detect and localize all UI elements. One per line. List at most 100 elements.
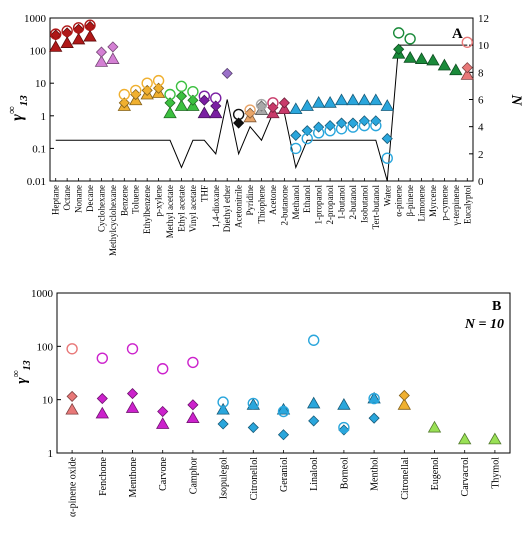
diamond-point xyxy=(126,388,139,400)
category-label: Geraniol xyxy=(279,457,290,492)
category-label: Decane xyxy=(85,185,95,212)
category-label: Cyclohexane xyxy=(96,185,106,232)
category-label: Methylcyclohexane xyxy=(108,185,118,256)
category-label: Pyridine xyxy=(245,185,255,216)
circle-point xyxy=(255,98,268,111)
category-label: Citronellal xyxy=(400,457,411,500)
triangle-point xyxy=(209,106,223,119)
triangle-point xyxy=(334,93,349,106)
circle-point xyxy=(338,421,350,434)
diamond-point xyxy=(187,94,199,106)
category-label: Methanol xyxy=(291,185,301,220)
marks-b xyxy=(65,334,502,445)
triangle-point xyxy=(414,52,429,64)
panel-label-a: A xyxy=(452,26,463,42)
diamond-point xyxy=(118,97,130,109)
triangle-point xyxy=(163,106,177,119)
x-axis-b: α-pinene oxide Fenchone Menthone Carvone Cam… xyxy=(68,450,501,517)
category-label: Borneol xyxy=(339,457,350,489)
triangle-point xyxy=(437,58,452,71)
category-label: Linalool xyxy=(309,457,320,491)
panel-b: 1 10 100 1000 α-pinene oxide Fenchone Menthon… xyxy=(11,288,511,517)
diamond-point xyxy=(393,43,405,55)
category-label: Acetonitrile xyxy=(234,185,244,228)
category-label: Ethanol xyxy=(302,185,312,213)
y2-tick-label: 8 xyxy=(478,67,484,79)
y-axis-label-a-main: γ xyxy=(9,114,26,121)
triangle-point xyxy=(397,398,411,410)
category-label: Carvacrol xyxy=(460,457,471,497)
diamond-point xyxy=(247,421,259,434)
circle-point xyxy=(347,121,359,133)
circle-point xyxy=(290,142,302,155)
triangle-point xyxy=(277,102,292,115)
circle-point xyxy=(247,397,260,410)
diamond-point xyxy=(50,29,62,41)
circle-point xyxy=(308,334,320,346)
y2-tick-label: 0 xyxy=(478,176,484,188)
circle-point xyxy=(277,405,290,418)
category-label: Heptane xyxy=(51,185,61,215)
circle-point xyxy=(164,88,176,101)
circle-point xyxy=(141,77,153,89)
triangle-point xyxy=(427,420,442,433)
circle-point xyxy=(50,28,62,40)
triangle-point xyxy=(49,40,63,52)
category-label: Nonane xyxy=(74,185,84,213)
triangle-point xyxy=(403,51,417,63)
triangle-point xyxy=(71,32,86,45)
triangle-point xyxy=(106,52,120,64)
triangle-point xyxy=(488,432,502,445)
y2-axis-label-a: N xyxy=(508,94,523,107)
category-label: Limonene xyxy=(417,185,427,222)
diamond-point xyxy=(278,97,290,109)
diamond-point xyxy=(461,62,473,74)
diamond-point xyxy=(308,415,320,427)
triangle-point xyxy=(323,96,337,108)
triangle-point xyxy=(276,402,291,415)
y-axis-b: 1 10 100 1000 xyxy=(31,288,61,460)
diamond-point xyxy=(95,46,108,58)
triangle-point xyxy=(289,102,303,115)
category-label: Carvone xyxy=(158,456,169,490)
circle-point xyxy=(61,25,73,37)
triangle-point xyxy=(311,96,326,108)
category-label: Fenchone xyxy=(98,456,109,495)
category-label: 2-propanol xyxy=(325,185,335,225)
y-tick-label: 0.01 xyxy=(27,176,46,188)
triangle-point xyxy=(458,432,472,445)
diamond-point xyxy=(301,125,313,137)
panel-label-b: B xyxy=(492,299,501,314)
category-label: Methyl acetate xyxy=(165,185,175,238)
y-axis-label-b-main: γ xyxy=(14,377,30,384)
triangle-point xyxy=(307,396,321,409)
category-label: 2-butanol xyxy=(348,185,358,220)
circle-point xyxy=(217,396,229,408)
panel-a: 0.01 0.1 1 10 100 1000 0 2 4 6 8 10 12 Heptane Octan… xyxy=(6,13,523,256)
y-axis-label-a-sub: 13 xyxy=(18,95,30,107)
triangle-point xyxy=(369,93,383,106)
diamond-point xyxy=(381,133,393,145)
triangle-point xyxy=(380,99,394,111)
diamond-point xyxy=(221,67,233,79)
y-axis-label-a: γ∞13 xyxy=(6,95,30,121)
category-label: γ-terpinene xyxy=(451,185,461,226)
circle-point xyxy=(118,88,131,101)
diamond-point xyxy=(244,107,256,119)
diamond-point xyxy=(130,88,142,101)
category-label: β-pinene xyxy=(405,185,415,217)
triangle-point xyxy=(460,68,474,80)
category-label: THF xyxy=(199,185,209,202)
circle-point xyxy=(267,97,279,109)
category-label: Eugenol xyxy=(430,457,441,491)
diamond-point xyxy=(157,405,169,418)
category-label: Isobutanol xyxy=(359,185,369,223)
diamond-point xyxy=(290,129,302,141)
y-tick-label: 1 xyxy=(48,448,54,460)
diamond-point xyxy=(66,390,78,402)
category-label: Citronellol xyxy=(249,457,260,501)
y2-tick-label: 2 xyxy=(478,149,484,161)
y2-tick-label: 10 xyxy=(478,40,490,52)
x-axis-a: Heptane Octane Nonane Decane Cyclohexane Meth… xyxy=(51,178,472,256)
marks-a xyxy=(49,19,474,164)
